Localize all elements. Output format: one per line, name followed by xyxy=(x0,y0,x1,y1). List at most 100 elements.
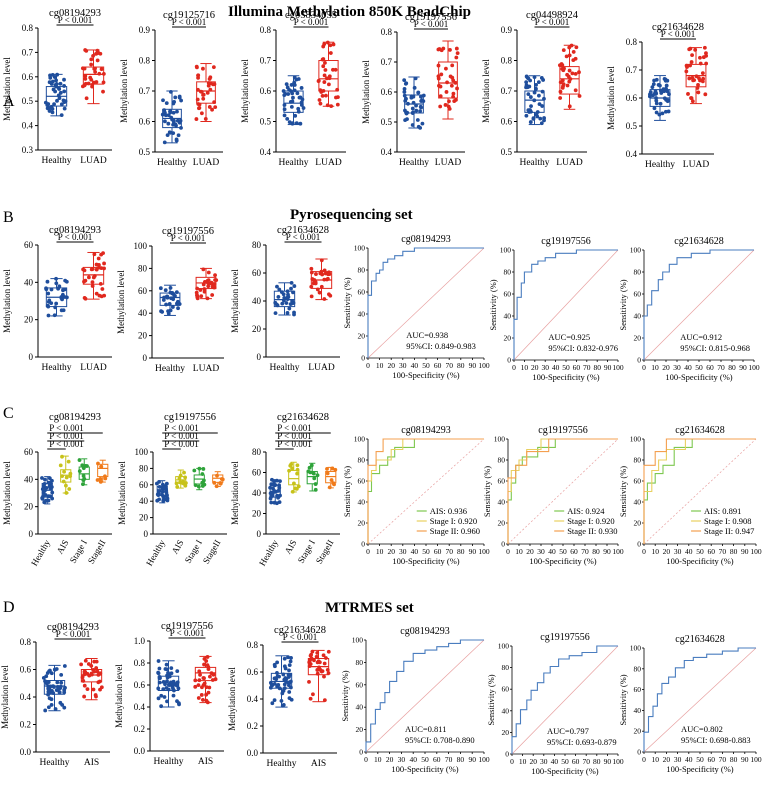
data-point xyxy=(196,75,200,80)
y-axis-label: Methylation level xyxy=(227,667,237,731)
data-point xyxy=(173,95,178,100)
data-point xyxy=(309,266,314,271)
data-point xyxy=(695,86,700,90)
data-point xyxy=(59,295,64,299)
chart-a4: cg19197556 Methylation level 0.4 0.5 0.6 0.7 0… xyxy=(361,12,465,168)
y-axis-label: Sensitivity (%) xyxy=(618,674,628,725)
x-tick-label: 50 xyxy=(421,755,429,764)
y-axis-label: Methylation level xyxy=(606,66,616,130)
chart-d3: cg21634628 Methylation level 0.0 0.2 0.4 0.6 0… xyxy=(227,625,337,769)
x-tick-label: Healthy xyxy=(266,759,296,769)
x-tick-label: 40 xyxy=(411,361,419,370)
y-tick-label: 0.6 xyxy=(381,87,393,97)
y-tick-label: 60 xyxy=(24,447,34,457)
data-point xyxy=(102,261,106,266)
y-tick-label: 0.8 xyxy=(381,27,393,37)
data-point xyxy=(205,663,210,668)
x-tick-label: 20 xyxy=(529,757,537,766)
y-tick-label: 60 xyxy=(138,286,148,296)
x-tick-label: Healthy xyxy=(39,758,69,768)
data-point xyxy=(299,100,304,105)
chart-a5: cg04498924 Methylation level 0.5 0.6 0.7 0.8 0… xyxy=(481,10,587,168)
data-point xyxy=(201,66,205,71)
data-point xyxy=(301,106,306,110)
data-point xyxy=(419,99,424,103)
data-point xyxy=(50,79,55,84)
y-tick-label: 0 xyxy=(29,352,34,362)
roc-curve-2 xyxy=(367,438,484,544)
data-point xyxy=(162,695,167,699)
y-tick-label: 100 xyxy=(354,244,366,253)
y-tick-label: 0.4 xyxy=(22,121,34,131)
data-point xyxy=(99,685,104,690)
annotation-text: AUC=0.925 xyxy=(548,332,590,342)
y-tick-label: 0.2 xyxy=(247,721,258,731)
box-healthy xyxy=(155,479,170,504)
data-point xyxy=(195,65,199,70)
data-point xyxy=(171,131,176,136)
data-point xyxy=(210,107,214,112)
data-point xyxy=(275,303,280,308)
y-tick-label: 0.7 xyxy=(381,57,393,67)
data-point xyxy=(89,77,94,82)
data-point xyxy=(281,703,286,707)
data-point xyxy=(690,53,694,58)
box-healthy xyxy=(273,281,297,317)
data-point xyxy=(159,704,164,709)
data-point xyxy=(577,94,582,98)
data-point xyxy=(166,121,171,126)
sig-label: P < 0.001 xyxy=(283,632,318,642)
x-tick-label: 100 xyxy=(612,547,624,556)
data-point xyxy=(525,75,530,80)
data-point xyxy=(57,87,62,91)
data-point xyxy=(542,96,546,101)
data-point xyxy=(411,100,416,105)
data-point xyxy=(92,66,97,71)
x-tick-label: 90 xyxy=(469,361,477,370)
data-point xyxy=(323,271,328,276)
annotation-text: 95%CI: 0.849-0.983 xyxy=(406,341,476,351)
data-point xyxy=(284,301,289,305)
box-iqr xyxy=(194,666,217,682)
x-tick-label: 60 xyxy=(434,361,442,370)
data-point xyxy=(317,290,322,295)
data-point xyxy=(309,270,314,275)
box-stageii xyxy=(325,466,338,490)
data-point xyxy=(157,497,162,502)
y-tick-label: 0.5 xyxy=(381,117,393,127)
x-tick-label: 100 xyxy=(750,547,762,556)
data-point xyxy=(202,657,207,661)
data-point xyxy=(335,87,340,92)
data-point xyxy=(50,490,55,495)
data-point xyxy=(322,698,327,703)
box-healthy xyxy=(268,655,294,708)
data-point xyxy=(59,308,64,313)
legend-label: AIS: 0.891 xyxy=(704,506,741,516)
x-tick-label: 30 xyxy=(399,547,407,556)
data-point xyxy=(321,44,326,49)
x-tick-label: 20 xyxy=(387,547,395,556)
x-tick-label: 30 xyxy=(673,363,681,372)
data-point xyxy=(327,485,332,490)
data-point xyxy=(83,48,88,52)
data-point xyxy=(79,662,84,667)
data-point xyxy=(198,288,203,292)
x-tick-label: 80 xyxy=(730,755,738,764)
x-tick-label: 0 xyxy=(642,547,646,556)
box-luad xyxy=(316,40,340,109)
x-tick-label: LUAD xyxy=(315,158,342,168)
chart-a3: cg05834055 Methylation level 0.4 0.5 0.6 0.7 0… xyxy=(240,10,346,168)
data-point xyxy=(63,685,67,690)
chart-title: cg19197556 xyxy=(538,425,587,436)
x-tick-label: 90 xyxy=(603,547,611,556)
box-luad xyxy=(436,40,460,120)
y-axis-label: Methylation level xyxy=(240,59,250,123)
data-point xyxy=(438,104,443,109)
data-point xyxy=(57,96,62,101)
sig-label: P < 0.001 xyxy=(277,431,312,441)
data-point xyxy=(159,693,164,698)
y-tick-label: 80 xyxy=(634,456,642,465)
data-point xyxy=(285,310,290,315)
x-tick-label: 70 xyxy=(717,363,725,372)
data-point xyxy=(276,295,281,299)
